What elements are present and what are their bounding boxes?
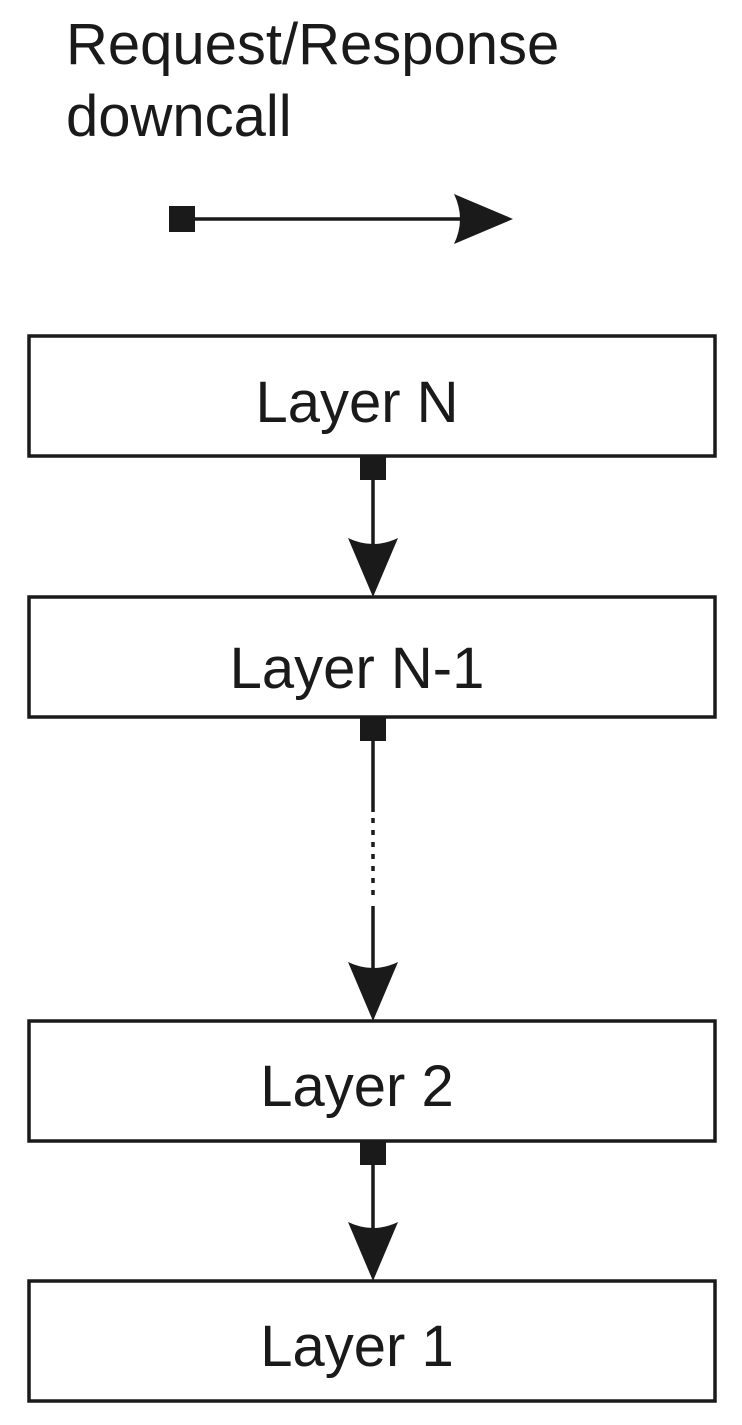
legend-title-line1: Request/Response <box>66 12 559 77</box>
downcall-arrow-head <box>348 1222 398 1281</box>
layer-box-1-frame <box>27 1279 717 1403</box>
layer-box-2-label: Layer 2 <box>260 1054 453 1119</box>
legend: Request/Response downcall <box>66 12 559 244</box>
downcall-arrow-head <box>348 962 398 1021</box>
downcall-arrow-n-to-n-1 <box>348 456 398 597</box>
layer-box-n-label: Layer N <box>255 370 458 435</box>
layer-box-n: Layer N <box>27 334 717 458</box>
layer-box-1-label: Layer 1 <box>260 1314 453 1379</box>
layer-box-2: Layer 2 <box>27 1019 717 1143</box>
downcall-arrow-tail <box>360 456 386 480</box>
legend-arrow-tail <box>169 206 195 232</box>
layer-box-1: Layer 1 <box>27 1279 717 1403</box>
downcall-arrow-2-to-1 <box>348 1141 398 1281</box>
layer-box-n-1-label: Layer N-1 <box>230 636 485 701</box>
downcall-arrow-tail <box>360 1141 386 1165</box>
layer-box-n-1: Layer N-1 <box>27 595 717 719</box>
downcall-arrow-head <box>348 538 398 597</box>
legend-arrow-head <box>454 194 513 244</box>
downcall-arrow-tail <box>360 717 386 741</box>
legend-downcall-arrow <box>169 194 513 244</box>
legend-title-line2: downcall <box>66 84 292 149</box>
layer-box-n-1-frame <box>27 595 717 719</box>
downcall-arrow-n-1-to-2 <box>348 717 398 1021</box>
